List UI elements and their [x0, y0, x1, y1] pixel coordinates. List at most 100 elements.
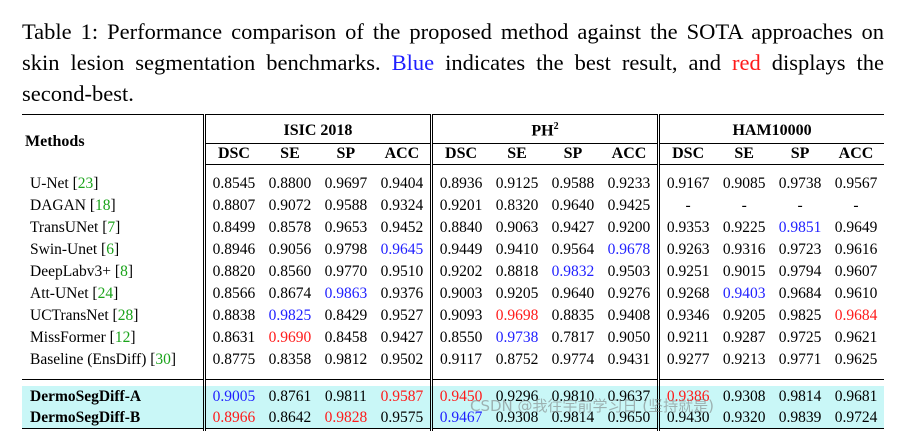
citation-link[interactable]: 18: [95, 197, 111, 214]
table-cell: 0.9015: [716, 261, 772, 283]
citation-link[interactable]: 8: [120, 263, 128, 280]
method-label: U-Net: [30, 175, 69, 192]
citation-link[interactable]: 6: [106, 241, 114, 258]
table-cell: 0.9225: [716, 217, 772, 239]
table-cell: 0.9564: [545, 239, 601, 261]
citation-link[interactable]: 28: [118, 307, 134, 324]
table-cell: 0.8545: [204, 173, 262, 195]
table-cell: 0.9410: [489, 239, 545, 261]
table-cell: 0.9575: [374, 407, 432, 429]
table-cell: 0.9588: [318, 195, 374, 217]
table-cell: 0.9167: [659, 173, 717, 195]
citation-link[interactable]: 24: [98, 285, 114, 302]
table-cell: 0.9376: [374, 283, 432, 305]
method-name: DeepLabv3+ [8]: [22, 261, 204, 283]
table-cell: 0.9276: [601, 283, 659, 305]
table-cell: 0.8550: [431, 327, 489, 349]
table-cell: 0.9811: [318, 386, 374, 407]
table-cell: 0.9640: [545, 195, 601, 217]
table-cell: 0.9851: [772, 217, 828, 239]
table-cell: 0.9649: [828, 217, 884, 239]
table-cell: 0.9588: [545, 173, 601, 195]
method-label: TransUNet: [30, 219, 98, 236]
group-header-ph2: PH2: [431, 115, 658, 144]
metric-header-se: SE: [716, 144, 772, 165]
table-cell: 0.8560: [262, 261, 318, 283]
table-cell: 0.9832: [545, 261, 601, 283]
metric-header-acc: ACC: [601, 144, 659, 165]
caption-blue-word: Blue: [392, 50, 435, 75]
table-cell: 0.9698: [489, 305, 545, 327]
table-cell: 0.8499: [204, 217, 262, 239]
table-cell: 0.9774: [545, 349, 601, 371]
table-cell: 0.9233: [601, 173, 659, 195]
table-cell: 0.9320: [716, 407, 772, 429]
table-cell: 0.9324: [374, 195, 432, 217]
table-cell: 0.9452: [374, 217, 432, 239]
table-cell: 0.9408: [601, 305, 659, 327]
metric-header-dsc: DSC: [204, 144, 262, 165]
table-cell: 0.9738: [772, 173, 828, 195]
table-cell: 0.9403: [716, 283, 772, 305]
table-cell: 0.8566: [204, 283, 262, 305]
table-cell: 0.9205: [716, 305, 772, 327]
table-cell: 0.9684: [772, 283, 828, 305]
watermark-text: CSDN @我往宇前学习日 (坚持就是): [470, 395, 714, 416]
table-cell: 0.9625: [828, 349, 884, 371]
method-label: Baseline (EnsDiff): [30, 351, 146, 368]
table-rule: [22, 165, 884, 174]
table-cell: 0.9201: [431, 195, 489, 217]
table-cell: 0.9839: [772, 407, 828, 429]
method-label: Swin-Unet: [30, 241, 97, 258]
table-cell: 0.8818: [489, 261, 545, 283]
table-cell: 0.9567: [828, 173, 884, 195]
metric-header-dsc: DSC: [659, 144, 717, 165]
table-cell: -: [772, 195, 828, 217]
method-name: DermoSegDiff-A: [22, 386, 204, 407]
table-cell: 0.9723: [772, 239, 828, 261]
table-cell: 0.9263: [659, 239, 717, 261]
table-cell: 0.8358: [262, 349, 318, 371]
table-cell: 0.8946: [204, 239, 262, 261]
method-name: U-Net [23]: [22, 173, 204, 195]
method-name: TransUNet [7]: [22, 217, 204, 239]
table-cell: 0.9353: [659, 217, 717, 239]
method-label: UCTransNet: [30, 307, 109, 324]
citation-link[interactable]: 7: [107, 219, 115, 236]
table-cell: 0.9690: [262, 327, 318, 349]
table-cell: 0.8429: [318, 305, 374, 327]
table-cell: 0.8320: [489, 195, 545, 217]
table-cell: 0.9825: [262, 305, 318, 327]
table-cell: 0.9072: [262, 195, 318, 217]
table-cell: 0.9056: [262, 239, 318, 261]
table-cell: 0.9621: [828, 327, 884, 349]
table-cell: 0.9431: [601, 349, 659, 371]
method-label: Att-UNet: [30, 285, 89, 302]
table-cell: 0.8674: [262, 283, 318, 305]
table-cell: 0.9610: [828, 283, 884, 305]
table-cell: -: [659, 195, 717, 217]
table-cell: 0.8631: [204, 327, 262, 349]
table-cell: 0.9085: [716, 173, 772, 195]
table-cell: 0.9678: [601, 239, 659, 261]
group-header-ham10000: HAM10000: [659, 115, 884, 144]
table-cell: 0.9645: [374, 239, 432, 261]
caption-red-word: red: [732, 50, 761, 75]
table-cell: 0.9616: [828, 239, 884, 261]
citation-link[interactable]: 23: [78, 175, 94, 192]
table-cell: 0.9770: [318, 261, 374, 283]
citation-link[interactable]: 12: [115, 329, 131, 346]
table-cell: 0.9863: [318, 283, 374, 305]
table-cell: 0.9268: [659, 283, 717, 305]
group-header-ph-superscript: 2: [554, 121, 559, 132]
metric-header-sp: SP: [545, 144, 601, 165]
citation-link[interactable]: 30: [155, 351, 171, 368]
table-cell: 0.8800: [262, 173, 318, 195]
